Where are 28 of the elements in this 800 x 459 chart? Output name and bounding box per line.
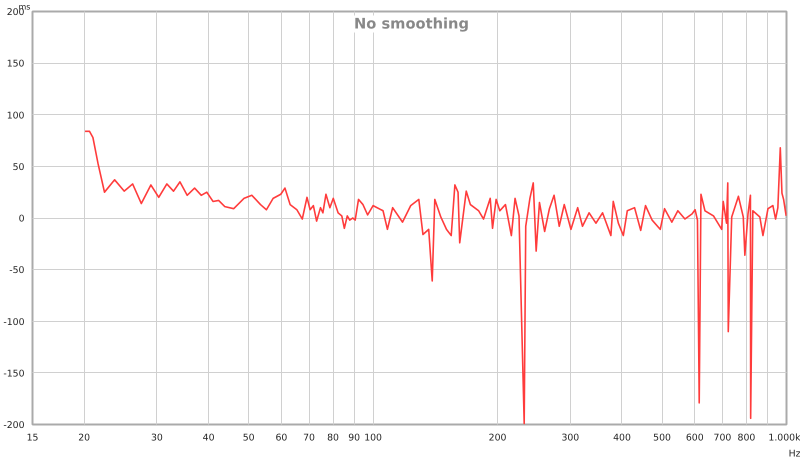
y-tick-label: 100 [6,110,25,122]
x-tick-label: 800 [738,432,756,444]
x-tick-label: 70 [303,432,316,444]
x-tick-label: 700 [714,432,732,444]
y-tick-label: -200 [3,420,25,431]
y-axis-title: ms [18,2,30,12]
x-tick-label: 30 [151,432,163,444]
x-tick-label: 100 [364,432,382,444]
x-tick-label: 600 [686,432,704,444]
chart-title: No smoothing [354,16,469,32]
y-tick-label: -50 [9,265,25,276]
x-tick-label: 15 [26,432,38,444]
x-axis-title: Hz [788,448,800,459]
y-tick-label: 0 [18,214,25,224]
x-tick-label: 20 [78,432,90,444]
x-tick-label: 50 [242,432,255,444]
x-tick-label: 200 [488,432,507,444]
x-tick-label: 60 [275,432,288,444]
x-tick-label: 90 [348,432,360,444]
x-tick-label: 300 [561,432,580,444]
y-tick-label: 150 [6,58,25,70]
x-tick-label: 40 [202,432,215,444]
y-tick-label: -150 [3,368,25,380]
y-tick-label: 50 [12,162,25,173]
x-tick-label: 500 [653,432,672,444]
x-tick-label: 80 [327,432,340,444]
x-tick-label: 400 [613,432,631,444]
y-tick-label: -100 [3,316,25,328]
